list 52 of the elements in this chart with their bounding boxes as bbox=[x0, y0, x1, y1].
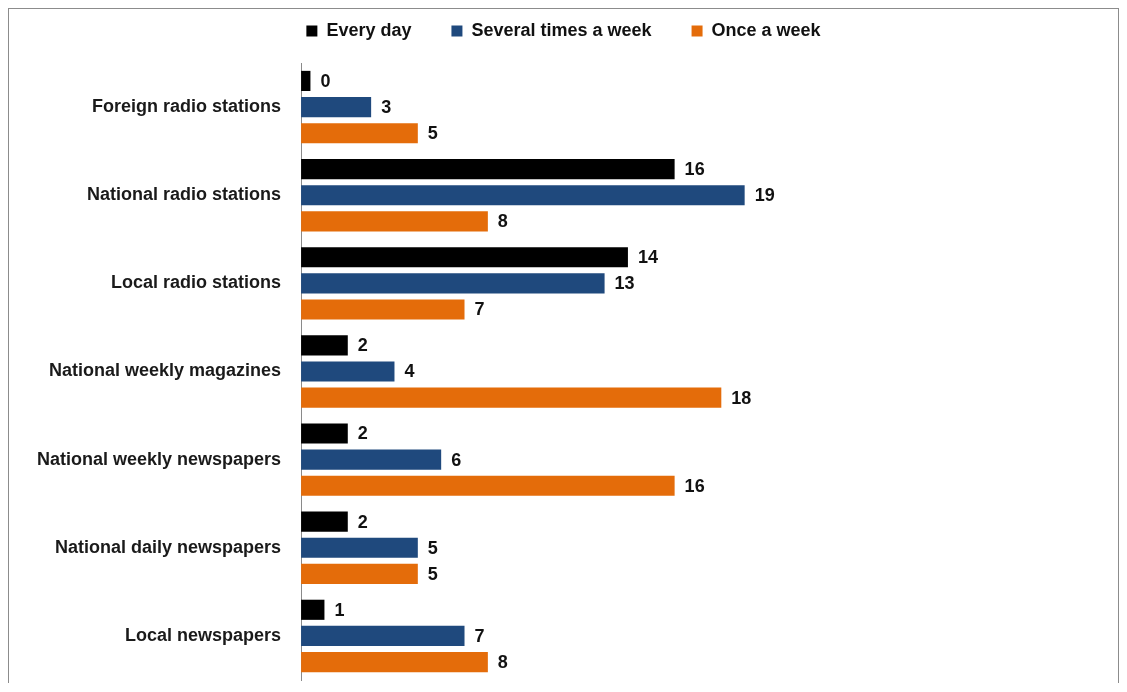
y-tick-label: National weekly magazines bbox=[49, 360, 282, 381]
legend-label: Several times a week bbox=[471, 19, 653, 40]
y-tick-label: Foreign radio stations bbox=[92, 96, 282, 117]
data-label: 7 bbox=[474, 299, 485, 320]
y-tick-label: National radio stations bbox=[87, 184, 282, 205]
data-label: 2 bbox=[357, 335, 368, 356]
data-label: 2 bbox=[357, 511, 368, 532]
legend-label: Once a week bbox=[711, 19, 822, 40]
data-label: 8 bbox=[497, 211, 508, 232]
bar bbox=[301, 387, 722, 408]
bar bbox=[301, 511, 348, 532]
y-tick-label: National weekly newspapers bbox=[36, 448, 282, 469]
data-label: 5 bbox=[427, 537, 438, 558]
bar bbox=[301, 449, 442, 470]
bar bbox=[301, 70, 311, 91]
data-label: 1 bbox=[334, 599, 345, 620]
bar bbox=[301, 97, 372, 118]
bar bbox=[301, 159, 675, 180]
bar bbox=[301, 247, 628, 268]
data-label: 19 bbox=[754, 185, 775, 206]
bar bbox=[301, 652, 488, 673]
y-tick-label: Local newspapers bbox=[125, 624, 282, 645]
bar bbox=[301, 273, 605, 294]
bar bbox=[301, 335, 348, 356]
data-label: 2 bbox=[357, 423, 368, 444]
bar bbox=[301, 563, 418, 584]
data-label: 7 bbox=[474, 625, 485, 646]
data-label: 5 bbox=[427, 123, 438, 144]
bar bbox=[301, 625, 465, 646]
data-label: 8 bbox=[497, 652, 508, 673]
bar bbox=[301, 423, 348, 444]
data-label: 18 bbox=[731, 387, 752, 408]
bar bbox=[301, 123, 418, 144]
bar bbox=[301, 475, 675, 496]
data-label: 13 bbox=[614, 273, 635, 294]
data-label: 16 bbox=[684, 159, 705, 180]
data-label: 16 bbox=[684, 475, 705, 496]
bar bbox=[301, 185, 745, 206]
bar bbox=[301, 299, 465, 320]
data-label: 0 bbox=[320, 70, 331, 91]
data-label: 3 bbox=[381, 97, 392, 118]
bar bbox=[301, 361, 395, 382]
bar bbox=[301, 537, 418, 558]
y-tick-label: Local radio stations bbox=[111, 272, 282, 293]
data-label: 4 bbox=[404, 361, 415, 382]
data-label: 6 bbox=[451, 449, 462, 470]
data-label: 5 bbox=[427, 563, 438, 584]
legend-label: Every day bbox=[326, 19, 412, 40]
y-tick-label: National daily newspapers bbox=[55, 536, 282, 557]
bar bbox=[301, 211, 488, 232]
bar bbox=[301, 599, 325, 620]
data-label: 14 bbox=[637, 247, 658, 268]
